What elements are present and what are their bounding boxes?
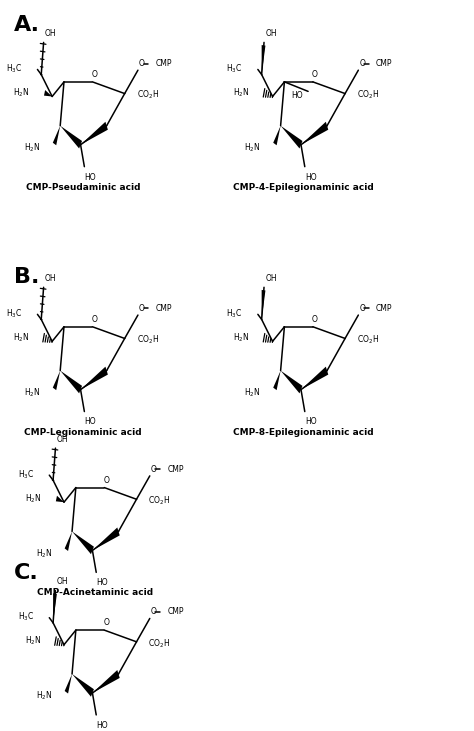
Text: CMP-4-Epilegionaminic acid: CMP-4-Epilegionaminic acid [233, 183, 374, 192]
Text: HO: HO [96, 721, 108, 730]
Text: O: O [151, 465, 156, 474]
Polygon shape [60, 126, 82, 148]
Polygon shape [301, 367, 328, 390]
Text: H$_2$N: H$_2$N [24, 141, 40, 154]
Text: OH: OH [265, 29, 277, 38]
Text: O: O [359, 59, 365, 68]
Text: CMP-Acinetaminic acid: CMP-Acinetaminic acid [37, 588, 153, 597]
Text: OH: OH [45, 274, 57, 283]
Text: H$_3$C: H$_3$C [18, 610, 34, 624]
Text: HO: HO [96, 578, 108, 587]
Text: OH: OH [57, 435, 69, 444]
Text: H$_2$N: H$_2$N [24, 386, 40, 399]
Text: CO$_2$H: CO$_2$H [137, 333, 158, 346]
Polygon shape [53, 594, 57, 623]
Text: B.: B. [14, 267, 40, 287]
Text: O: O [139, 304, 145, 313]
Text: CMP-Legionaminic acid: CMP-Legionaminic acid [24, 428, 142, 436]
Text: HO: HO [291, 91, 302, 99]
Text: CO$_2$H: CO$_2$H [148, 637, 170, 650]
Polygon shape [64, 674, 72, 694]
Text: H$_3$C: H$_3$C [18, 468, 34, 481]
Polygon shape [92, 670, 120, 693]
Text: H$_2$N: H$_2$N [13, 86, 29, 99]
Text: OH: OH [57, 577, 69, 586]
Text: H$_3$C: H$_3$C [227, 307, 243, 320]
Text: H$_3$C: H$_3$C [227, 62, 243, 75]
Text: O: O [312, 70, 318, 79]
Text: H$_2$N: H$_2$N [244, 386, 261, 399]
Polygon shape [281, 126, 302, 148]
Text: HO: HO [84, 417, 96, 426]
Text: O: O [139, 59, 145, 68]
Text: OH: OH [265, 274, 277, 283]
Text: H$_2$N: H$_2$N [13, 331, 29, 344]
Text: CMP-Pseudaminic acid: CMP-Pseudaminic acid [26, 183, 140, 192]
Text: HO: HO [84, 173, 96, 181]
Polygon shape [273, 126, 281, 145]
Polygon shape [92, 528, 120, 550]
Text: H$_2$N: H$_2$N [25, 492, 41, 505]
Text: O: O [91, 315, 97, 324]
Polygon shape [56, 496, 64, 502]
Text: O: O [103, 618, 109, 627]
Polygon shape [262, 290, 265, 319]
Polygon shape [273, 371, 281, 390]
Polygon shape [301, 122, 328, 145]
Text: H$_2$N: H$_2$N [36, 689, 52, 702]
Polygon shape [60, 371, 82, 393]
Text: HO: HO [305, 417, 317, 426]
Text: H$_2$N: H$_2$N [244, 141, 261, 154]
Text: H$_3$C: H$_3$C [6, 307, 22, 320]
Text: HO: HO [305, 173, 317, 181]
Text: CO$_2$H: CO$_2$H [357, 333, 379, 346]
Polygon shape [281, 371, 302, 393]
Text: H$_2$N: H$_2$N [25, 635, 41, 648]
Text: H$_2$N: H$_2$N [233, 331, 250, 344]
Text: H$_3$C: H$_3$C [6, 62, 22, 75]
Text: CO$_2$H: CO$_2$H [357, 88, 379, 102]
Text: CO$_2$H: CO$_2$H [137, 88, 158, 102]
Text: CMP: CMP [376, 304, 392, 313]
Text: CMP: CMP [167, 607, 184, 616]
Polygon shape [72, 531, 94, 554]
Text: CMP: CMP [155, 304, 172, 313]
Text: OH: OH [45, 29, 57, 38]
Text: H$_2$N: H$_2$N [233, 86, 250, 99]
Text: O: O [103, 476, 109, 485]
Text: CMP-8-Epilegionaminic acid: CMP-8-Epilegionaminic acid [233, 428, 374, 436]
Polygon shape [81, 122, 108, 145]
Text: O: O [312, 315, 318, 324]
Polygon shape [53, 371, 60, 390]
Text: O: O [91, 70, 97, 79]
Text: CMP: CMP [155, 59, 172, 68]
Text: A.: A. [14, 15, 40, 34]
Text: CMP: CMP [376, 59, 392, 68]
Polygon shape [53, 126, 60, 145]
Polygon shape [44, 90, 52, 96]
Text: O: O [359, 304, 365, 313]
Text: CMP: CMP [167, 465, 184, 474]
Polygon shape [64, 531, 72, 551]
Text: CO$_2$H: CO$_2$H [148, 494, 170, 507]
Text: H$_2$N: H$_2$N [36, 547, 52, 560]
Polygon shape [81, 367, 108, 390]
Text: O: O [151, 607, 156, 616]
Text: C.: C. [14, 563, 39, 583]
Polygon shape [262, 45, 265, 75]
Polygon shape [72, 674, 94, 697]
